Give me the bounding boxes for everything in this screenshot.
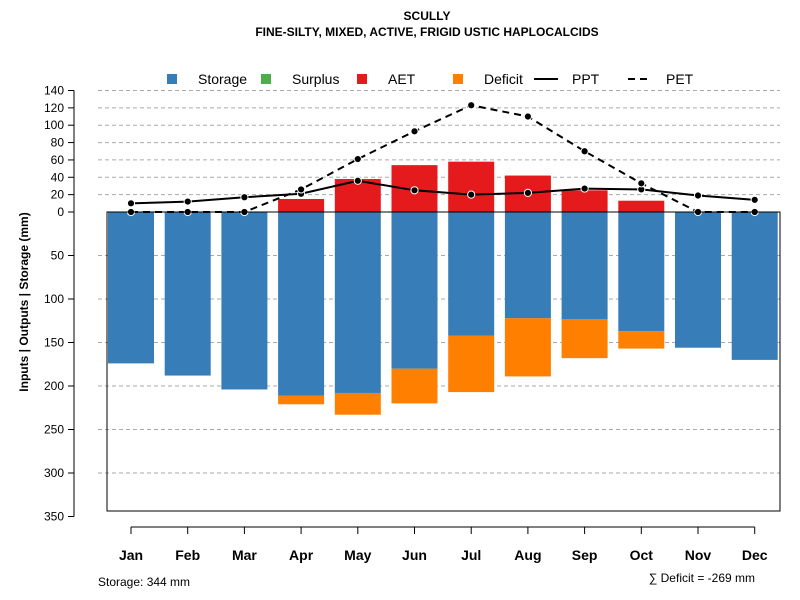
gridlines bbox=[98, 90, 780, 474]
pet-point-oct bbox=[637, 179, 646, 188]
storage-bar-sep bbox=[561, 212, 608, 320]
legend-label-aet: AET bbox=[388, 71, 416, 87]
aet-bar-oct bbox=[618, 200, 665, 212]
legend-swatch-storage bbox=[167, 74, 177, 84]
axes: 14012010080604020050100150200250300350Ja… bbox=[44, 84, 781, 563]
y-tick-label-140: 140 bbox=[44, 84, 64, 98]
storage-bar-apr bbox=[278, 212, 325, 396]
deficit-bar-jun bbox=[391, 368, 438, 404]
storage-bar-aug bbox=[504, 212, 551, 319]
series-lines bbox=[126, 101, 759, 217]
x-tick-label-oct: Oct bbox=[630, 547, 654, 563]
ppt-point-aug bbox=[523, 188, 533, 198]
aet-bar-sep bbox=[561, 190, 608, 212]
y-tick-label-neg-200: 200 bbox=[44, 379, 64, 393]
pet-point-aug bbox=[523, 112, 533, 121]
ppt-point-jan bbox=[126, 199, 136, 208]
x-tick-label-dec: Dec bbox=[742, 547, 768, 563]
x-tick-label-may: May bbox=[344, 547, 371, 563]
legend-label-surplus: Surplus bbox=[292, 71, 339, 87]
legend-swatch-deficit bbox=[453, 74, 463, 84]
ppt-point-feb bbox=[183, 197, 192, 206]
y-tick-label-neg-250: 250 bbox=[44, 423, 64, 437]
y-tick-label-neg-50: 50 bbox=[51, 249, 65, 263]
x-tick-label-mar: Mar bbox=[232, 547, 257, 563]
chart-subtitle: FINE-SILTY, MIXED, ACTIVE, FRIGID USTIC … bbox=[255, 25, 598, 39]
ppt-point-may bbox=[353, 176, 362, 185]
legend-label-storage: Storage bbox=[198, 71, 247, 87]
storage-frame bbox=[106, 211, 781, 512]
deficit-bar-aug bbox=[504, 318, 551, 377]
storage-bar-dec bbox=[731, 212, 778, 360]
storage-bar-nov bbox=[675, 212, 721, 348]
x-tick-label-nov: Nov bbox=[685, 547, 712, 563]
y-tick-label-80: 80 bbox=[51, 136, 65, 150]
y-tick-label-120: 120 bbox=[44, 101, 64, 115]
chart-title: SCULLY bbox=[404, 9, 451, 23]
y-tick-label-20: 20 bbox=[51, 188, 65, 202]
deficit-bar-oct bbox=[618, 331, 665, 349]
pet-point-may bbox=[353, 154, 362, 164]
storage-bar-jul bbox=[448, 212, 495, 336]
pet-point-sep bbox=[580, 147, 589, 156]
x-tick-label-jul: Jul bbox=[461, 547, 481, 563]
legend-swatch-aet bbox=[357, 74, 367, 84]
y-tick-label-40: 40 bbox=[51, 170, 65, 184]
y-tick-label-neg-300: 300 bbox=[44, 466, 64, 480]
pet-point-apr bbox=[297, 185, 306, 194]
aet-bar-jul bbox=[448, 161, 495, 212]
y-tick-label-neg-350: 350 bbox=[44, 510, 64, 524]
x-tick-label-feb: Feb bbox=[175, 547, 200, 563]
x-tick-label-jan: Jan bbox=[119, 547, 143, 563]
ppt-point-mar bbox=[240, 193, 249, 202]
storage-bar-oct bbox=[618, 212, 665, 332]
y-tick-label-100: 100 bbox=[44, 118, 64, 132]
pet-line bbox=[131, 104, 755, 213]
pet-point-jul bbox=[467, 101, 476, 110]
y-tick-label-60: 60 bbox=[51, 153, 65, 167]
storage-bar-jan bbox=[108, 212, 154, 364]
deficit-bar-sep bbox=[561, 319, 608, 359]
y-tick-label-neg-100: 100 bbox=[44, 292, 64, 306]
x-tick-label-aug: Aug bbox=[514, 547, 541, 563]
ppt-line bbox=[130, 179, 755, 205]
x-tick-label-sep: Sep bbox=[572, 547, 598, 563]
y-tick-label-0: 0 bbox=[57, 205, 64, 219]
storage-bar-mar bbox=[221, 212, 268, 390]
ppt-point-dec bbox=[750, 195, 759, 204]
deficit-bar-jul bbox=[448, 335, 495, 393]
y-tick-label-neg-150: 150 bbox=[44, 336, 64, 350]
aet-bar-apr bbox=[278, 198, 325, 212]
ppt-point-jul bbox=[467, 190, 476, 199]
storage-bar-feb bbox=[164, 212, 211, 376]
legend-label-ppt: PPT bbox=[572, 71, 600, 87]
x-tick-label-apr: Apr bbox=[289, 547, 314, 563]
ppt-point-sep bbox=[580, 184, 589, 193]
y-axis-label: Inputs | Outputs | Storage (mm) bbox=[17, 212, 31, 391]
storage-bar-may bbox=[334, 212, 381, 393]
pet-point-jun bbox=[410, 127, 419, 136]
deficit-bar-apr bbox=[278, 395, 325, 405]
legend: Storage Surplus AET Deficit PPT PET bbox=[167, 71, 694, 87]
legend-swatch-surplus bbox=[261, 74, 271, 84]
x-tick-label-jun: Jun bbox=[402, 547, 427, 563]
ppt-point-jun bbox=[410, 186, 419, 195]
storage-bar-jun bbox=[391, 212, 438, 369]
legend-label-pet: PET bbox=[666, 71, 694, 87]
legend-label-deficit: Deficit bbox=[484, 71, 523, 87]
storage-footer: Storage: 344 mm bbox=[98, 575, 190, 589]
deficit-bar-may bbox=[334, 392, 381, 415]
deficit-footer: ∑ Deficit = -269 mm bbox=[649, 571, 755, 585]
ppt-point-nov bbox=[693, 191, 703, 200]
bars bbox=[108, 161, 778, 415]
